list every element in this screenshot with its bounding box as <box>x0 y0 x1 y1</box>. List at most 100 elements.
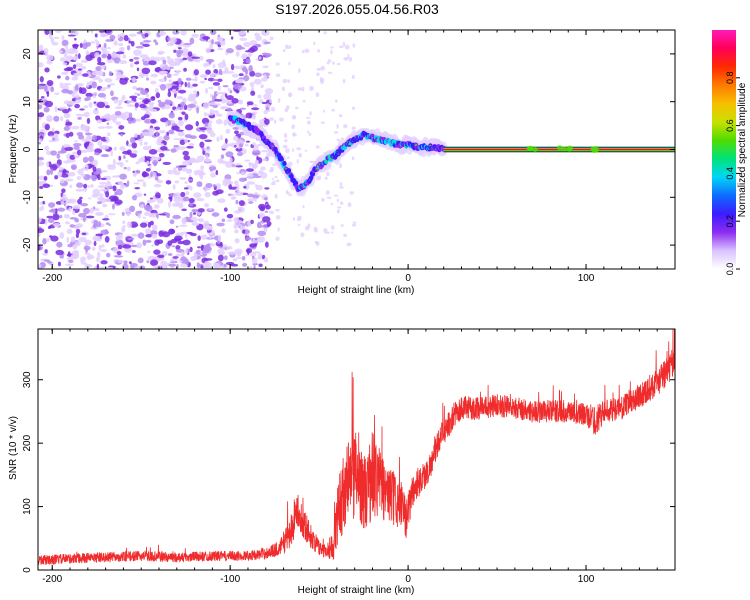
sparse-blob <box>313 228 318 233</box>
noise-blob <box>123 77 129 81</box>
noise-blob <box>53 222 60 228</box>
noise-blob <box>131 77 137 83</box>
noise-blob <box>76 131 83 137</box>
sparse-blob <box>327 71 333 74</box>
sparse-blob <box>302 100 306 103</box>
noise-blob <box>107 46 111 50</box>
spectrogram-marks <box>38 30 675 269</box>
noise-blob <box>167 169 174 175</box>
noise-blob <box>106 58 114 64</box>
noise-blob <box>155 92 161 99</box>
noise-blob <box>171 125 180 131</box>
noise-blob <box>91 207 100 212</box>
noise-blob <box>46 54 54 61</box>
noise-blob <box>87 96 91 101</box>
noise-blob <box>158 130 166 134</box>
noise-blob <box>241 148 247 155</box>
noise-blob <box>243 185 247 189</box>
noise-blob <box>94 152 101 156</box>
noise-blob <box>146 199 154 204</box>
noise-blob <box>92 134 97 142</box>
noise-blob <box>219 40 226 46</box>
noise-blob <box>174 108 181 111</box>
noise-blob <box>146 160 150 165</box>
y-tick-label: 0 <box>22 146 33 152</box>
noise-blob <box>144 211 150 216</box>
noise-blob <box>59 50 64 54</box>
sparse-blob <box>336 209 340 214</box>
noise-blob <box>173 197 181 203</box>
sparse-blob <box>288 194 293 197</box>
sparse-blob <box>295 106 299 110</box>
noise-blob <box>209 93 214 98</box>
noise-blob <box>106 252 111 258</box>
noise-blob <box>257 230 267 237</box>
noise-blob <box>145 110 150 114</box>
noise-blob <box>192 58 198 62</box>
noise-blob <box>141 67 151 75</box>
colorbar-tick-label: 0.4 <box>725 167 735 180</box>
sparse-blob <box>351 74 355 80</box>
noise-blob <box>97 196 105 201</box>
noise-blob <box>122 244 132 249</box>
noise-blob <box>245 236 252 241</box>
noise-blob <box>150 80 157 85</box>
noise-blob <box>237 206 244 209</box>
noise-blob <box>103 42 107 48</box>
sparse-blob <box>282 144 288 149</box>
noise-blob <box>61 35 65 40</box>
noise-blob <box>254 32 260 37</box>
noise-blob <box>175 165 180 169</box>
noise-blob <box>262 65 269 69</box>
noise-blob <box>199 80 206 84</box>
noise-blob <box>86 164 89 172</box>
track-peak <box>325 160 328 163</box>
noise-blob <box>184 113 189 121</box>
noise-blob <box>215 118 223 125</box>
sparse-blob <box>292 133 297 137</box>
noise-blob <box>129 58 134 62</box>
noise-blob <box>192 83 198 87</box>
noise-blob <box>200 165 204 171</box>
steady-line-node <box>561 146 568 152</box>
noise-blob <box>157 51 164 56</box>
noise-blob <box>92 235 100 242</box>
noise-blob <box>226 219 233 222</box>
noise-blob <box>166 55 171 60</box>
noise-blob <box>39 76 44 83</box>
noise-blob <box>223 255 228 261</box>
noise-blob <box>71 166 76 170</box>
noise-blob <box>68 198 77 204</box>
sparse-blob <box>348 57 353 62</box>
noise-blob <box>230 193 236 196</box>
sparse-blob <box>269 169 274 173</box>
noise-blob <box>42 183 51 189</box>
noise-blob <box>150 73 158 78</box>
noise-blob <box>181 217 187 223</box>
noise-blob <box>66 228 73 234</box>
noise-blob <box>77 168 84 175</box>
noise-blob <box>47 131 55 137</box>
noise-blob <box>115 235 121 241</box>
noise-blob <box>183 187 189 190</box>
track-core <box>282 160 287 167</box>
noise-blob <box>207 123 211 128</box>
noise-blob <box>231 98 239 104</box>
noise-blob <box>250 219 254 224</box>
noise-blob <box>259 99 264 104</box>
noise-blob <box>149 220 154 226</box>
sparse-blob <box>307 130 310 134</box>
noise-blob <box>152 156 161 161</box>
noise-blob <box>168 79 172 83</box>
noise-blob <box>50 150 58 156</box>
noise-blob <box>72 204 81 210</box>
noise-blob <box>187 51 193 57</box>
noise-blob <box>81 138 88 142</box>
noise-blob <box>148 145 152 148</box>
noise-blob <box>139 103 147 109</box>
noise-blob <box>129 241 134 246</box>
sparse-blob <box>283 132 288 138</box>
noise-blob <box>245 168 254 172</box>
noise-blob <box>120 112 126 119</box>
sparse-blob <box>307 120 311 125</box>
